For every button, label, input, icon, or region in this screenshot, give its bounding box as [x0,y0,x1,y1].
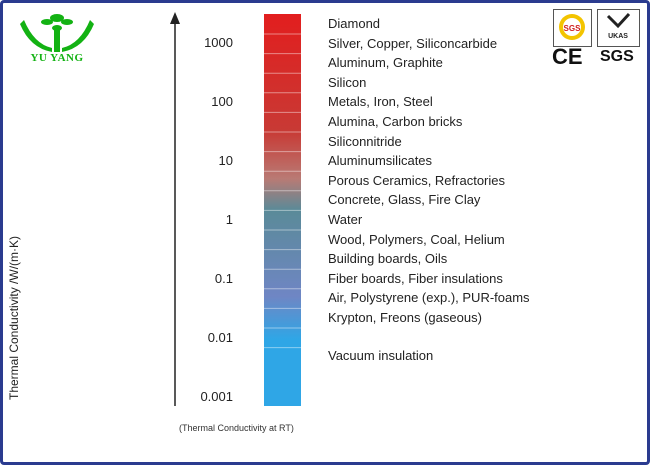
material-label: Metals, Iron, Steel [328,94,433,110]
material-label: Silver, Copper, Siliconcarbide [328,35,498,51]
material-label: Vacuum insulation [328,347,434,363]
y-axis-arrow-icon [170,12,180,24]
brand-name: YU YANG [30,52,84,64]
chart-footnote: (Thermal Conductivity at RT) [179,423,294,433]
y-tick-label: 0.001 [200,389,233,404]
y-tick-label: 0.01 [207,330,233,345]
material-label: Concrete, Glass, Fire Clay [328,192,481,208]
conductivity-color-bar [264,14,301,406]
material-label: Silicon [328,74,367,90]
y-tick-label: 1000 [204,35,233,50]
badge1-text: SGS [564,24,582,33]
material-label: Porous Ceramics, Refractories [328,172,505,188]
ce-mark: CE [552,44,583,69]
material-label: Aluminum, Graphite [328,55,443,71]
material-label: Siliconnitride [328,133,402,149]
brand-logo-icon [20,14,94,52]
material-label: Building boards, Oils [328,251,448,267]
ukas-certification-badge: UKAS [597,9,640,47]
material-label: Air, Polystyrene (exp.), PUR-foams [328,290,530,306]
material-label: Fiber boards, Fiber insulations [328,270,503,286]
y-tick-label: 0.1 [214,271,233,286]
color-bar-fill [264,14,301,406]
y-tick-label: 100 [211,94,233,109]
material-label: Wood, Polymers, Coal, Helium [328,231,505,247]
badge2-text: UKAS [608,33,628,40]
material-label: Water [328,212,363,227]
material-label: Diamond [328,16,381,31]
sgs-mark: SGS [600,48,634,65]
material-label: Krypton, Freons (gaseous) [328,310,482,325]
sgs-certification-badge: SGS [553,9,592,47]
y-tick-label: 1 [225,212,233,227]
material-label: Aluminumsilicates [328,153,433,169]
y-axis-label: Thermal Conductivity /W/(m·K) [7,235,21,400]
y-tick-label: 10 [218,153,233,168]
material-label: Alumina, Carbon bricks [328,114,463,129]
